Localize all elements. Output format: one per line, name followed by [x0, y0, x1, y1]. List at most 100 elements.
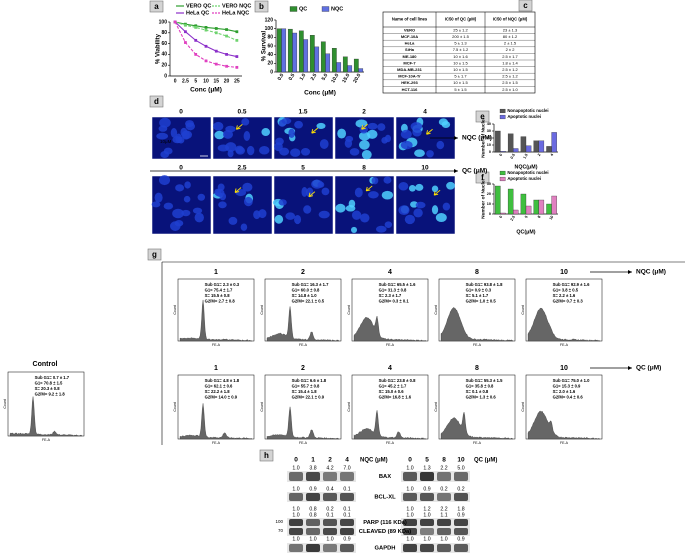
hist-y-label: Count: [3, 399, 7, 408]
hist-x-label: FE-A: [386, 343, 395, 347]
bar: [546, 203, 552, 215]
lane-label: 10: [457, 457, 465, 464]
blot-band: [306, 493, 320, 501]
nucleus: [435, 213, 447, 223]
y-tick-label: 40: [487, 122, 491, 126]
table-cell: 23 ± 1.3: [503, 27, 518, 32]
band-quant: 1.0: [292, 486, 299, 492]
cell-cycle-stat: G2/M= 0.7 ± 0.3: [553, 299, 584, 304]
hist-x-label: FE-A: [560, 343, 569, 347]
nucleus: [246, 145, 255, 156]
histogram: [527, 307, 601, 342]
bar: [303, 39, 309, 73]
bar: [276, 28, 282, 73]
table-cell: 2.5 ± 1.2: [502, 74, 518, 79]
band-quant: 1.8: [457, 506, 464, 512]
bar: [495, 185, 501, 215]
data-point: [173, 20, 177, 24]
y-tick-label: 20: [487, 192, 491, 196]
axis-label: QC (μM): [474, 458, 497, 464]
histogram: [440, 411, 514, 440]
x-tick-label: 10: [549, 215, 555, 221]
scale-bar-label: 10μM: [160, 139, 172, 144]
x-tick-label: 15: [214, 78, 220, 84]
cell-cycle-stat: G1= 45.2 ± 1.7: [379, 384, 407, 389]
panel-letter-box: [259, 449, 274, 462]
y-tick-label: 0: [489, 212, 491, 216]
axis-label: NQC (μM): [360, 458, 388, 464]
table-header: IC50 of QC (μM): [445, 17, 477, 22]
arrow-head: [454, 136, 458, 140]
hist-x-label: FE-A: [212, 343, 221, 347]
nucleus: [375, 225, 387, 233]
nucleus: [446, 181, 455, 190]
nucleus: [442, 202, 451, 211]
lane-label: 0: [294, 457, 298, 464]
band-quant: 1.2: [423, 506, 430, 512]
band-quant: 1.0: [406, 512, 413, 518]
blot-band: [420, 472, 434, 481]
cell-cycle-stat: G1= 15.3 ± 0.9: [553, 384, 581, 389]
nucleus: [175, 184, 185, 192]
lane-label: 2: [328, 457, 332, 464]
nucleus: [360, 213, 370, 223]
nucleus: [258, 209, 267, 219]
data-point: [214, 31, 218, 35]
band-quant: 0.2: [457, 486, 464, 492]
table-cell: 10 ± 1.5: [453, 67, 468, 72]
nucleus: [359, 125, 368, 134]
cell-cycle-stat: S= 15.4 ± 1.8: [292, 389, 318, 394]
hist-y-label: Count: [173, 402, 177, 411]
nucleus: [301, 186, 308, 197]
panel-letter-box: [149, 95, 164, 108]
cell-cycle-stat: Sub G1= 23.8 ± 0.8: [379, 378, 417, 383]
nucleus: [194, 212, 204, 223]
bar: [358, 68, 364, 73]
bar: [507, 188, 514, 215]
blot-band: [454, 472, 468, 481]
table-cell: ME-180: [402, 54, 417, 59]
nucleus: [408, 184, 416, 192]
cell-cycle-stat: G1= 62.1 ± 0.6: [205, 384, 233, 389]
nucleus: [335, 203, 346, 213]
legend-label: QC: [299, 6, 307, 12]
nucleus: [156, 132, 169, 140]
y-tick-label: 20: [487, 136, 491, 140]
bar: [513, 209, 519, 215]
table-cell: 5 ± 1.3: [454, 41, 467, 46]
panel-letter: c: [523, 1, 528, 10]
lane-label: 1: [311, 457, 315, 464]
histogram: [527, 410, 601, 440]
nucleus: [241, 118, 250, 126]
nucleus: [158, 125, 168, 132]
nucleus: [217, 183, 225, 191]
y-tick-label: 100: [159, 19, 168, 25]
nucleus: [349, 148, 360, 156]
nucleus: [359, 140, 370, 150]
cell-cycle-stat: G1= 35.8 ± 0.8: [466, 384, 494, 389]
bar: [495, 130, 501, 153]
blot-band: [323, 493, 337, 501]
dose-label: 10: [560, 365, 568, 372]
blot-band: [323, 519, 337, 526]
dose-label: 8: [362, 165, 366, 172]
lane-label: 8: [442, 457, 446, 464]
blot-band: [437, 493, 451, 501]
nucleus: [337, 128, 347, 139]
nucleus: [172, 208, 184, 219]
legend-swatch: [499, 170, 506, 176]
band-quant: 2.2: [440, 506, 447, 512]
bar: [525, 145, 532, 153]
x-tick-label: 0: [174, 78, 177, 84]
nucleus: [436, 140, 445, 150]
hist-y-label: Count: [173, 305, 177, 314]
blot-band: [420, 493, 434, 501]
blot-strip: [401, 492, 470, 502]
y-axis-title: Number of Nuclei: [480, 118, 486, 158]
nucleus: [213, 121, 224, 131]
table-cell: 10 ± 1.5: [453, 60, 468, 65]
blot-band: [323, 544, 337, 552]
dose-label: 1: [214, 365, 218, 372]
blot-strip: [287, 492, 356, 502]
dose-label: 10: [421, 165, 429, 172]
